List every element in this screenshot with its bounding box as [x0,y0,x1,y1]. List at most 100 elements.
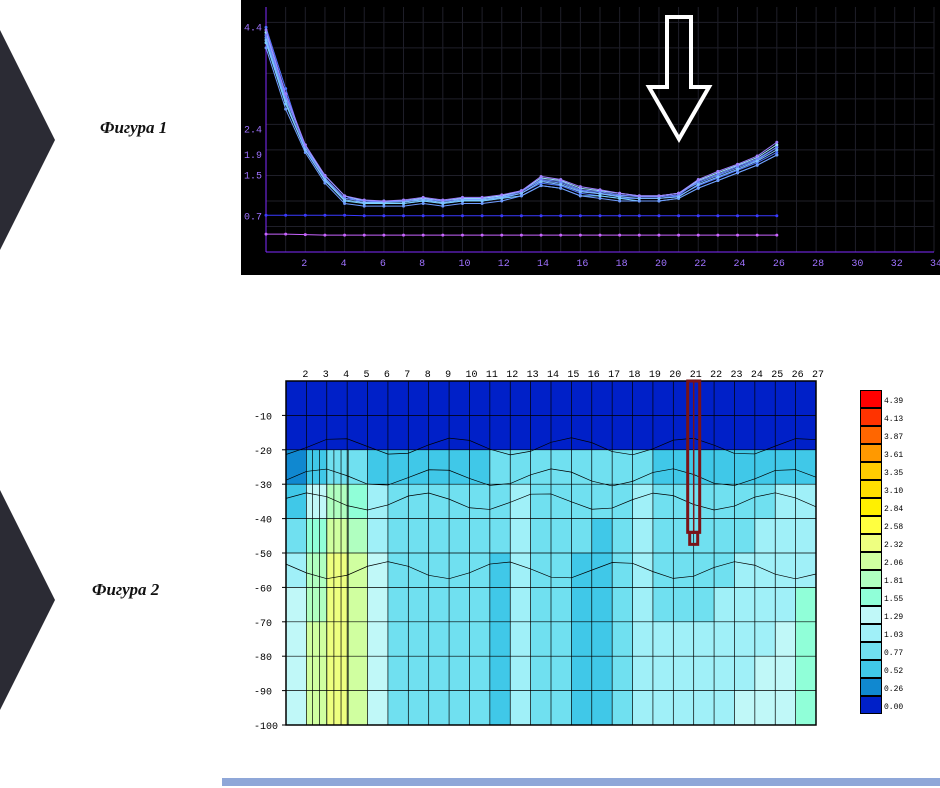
svg-text:4: 4 [343,370,349,381]
svg-text:30: 30 [851,259,863,270]
svg-text:-60: -60 [254,584,272,595]
svg-text:13: 13 [527,370,539,381]
colorbar-swatch [860,624,882,642]
colorbar-swatch [860,660,882,678]
svg-text:4: 4 [341,259,347,270]
figure-1-plot-area: 0.71.51.92.44.42468101214161820222426283… [242,1,940,274]
svg-text:-20: -20 [254,447,272,458]
svg-text:25: 25 [771,370,783,381]
colorbar-label: 2.84 [884,505,903,514]
svg-text:8: 8 [425,370,431,381]
svg-text:27: 27 [812,370,824,381]
svg-text:10: 10 [465,370,477,381]
colorbar-label: 4.13 [884,415,903,424]
colorbar-label: 3.87 [884,433,903,442]
svg-text:-30: -30 [254,481,272,492]
svg-text:7: 7 [404,370,410,381]
colorbar-swatch [860,678,882,696]
figure-2-label: Фигура 2 [92,580,159,600]
svg-text:-40: -40 [254,516,272,527]
svg-text:34: 34 [930,259,940,270]
svg-text:10: 10 [458,259,470,270]
svg-text:5: 5 [364,370,370,381]
svg-text:14: 14 [547,370,559,381]
colorbar-label: 1.29 [884,613,903,622]
svg-text:14: 14 [537,259,549,270]
colorbar-swatch [860,408,882,426]
colorbar-swatch [860,588,882,606]
svg-text:12: 12 [506,370,518,381]
colorbar-swatch [860,444,882,462]
colorbar-swatch [860,642,882,660]
figure-1-label: Фигура 1 [100,118,167,138]
colorbar-swatch [860,552,882,570]
colorbar-label: 3.61 [884,451,903,460]
svg-text:16: 16 [588,370,600,381]
svg-text:22: 22 [694,259,706,270]
colorbar-swatch [860,696,882,714]
svg-text:0.7: 0.7 [244,212,262,223]
svg-text:-90: -90 [254,688,272,699]
svg-text:18: 18 [616,259,628,270]
svg-text:19: 19 [649,370,661,381]
figure-2-heatmap: 2345678910111213141516171819202122232425… [244,363,824,733]
svg-text:6: 6 [384,370,390,381]
svg-text:-100: -100 [254,722,278,733]
svg-text:16: 16 [576,259,588,270]
svg-text:-10: -10 [254,412,272,423]
svg-text:24: 24 [751,370,763,381]
colorbar-swatch [860,390,882,408]
colorbar-swatch [860,570,882,588]
colorbar-label: 0.00 [884,703,903,712]
left-decorative-arrow-1 [0,30,100,250]
svg-text:8: 8 [419,259,425,270]
svg-text:20: 20 [655,259,667,270]
colorbar-label: 4.39 [884,397,903,406]
svg-text:20: 20 [669,370,681,381]
figure-1-chart: 0.71.51.92.44.42468101214161820222426283… [241,0,940,275]
svg-text:28: 28 [812,259,824,270]
left-decorative-arrow-2 [0,480,100,700]
colorbar: 4.394.133.873.613.353.102.842.582.322.06… [860,390,920,720]
colorbar-label: 0.77 [884,649,903,658]
colorbar-swatch [860,462,882,480]
svg-text:2: 2 [302,370,308,381]
colorbar-label: 2.06 [884,559,903,568]
colorbar-label: 1.81 [884,577,903,586]
svg-text:1.5: 1.5 [244,171,262,182]
svg-text:15: 15 [567,370,579,381]
svg-text:-80: -80 [254,653,272,664]
colorbar-swatch [860,606,882,624]
svg-text:26: 26 [773,259,785,270]
colorbar-swatch [860,516,882,534]
svg-text:32: 32 [891,259,903,270]
svg-text:-70: -70 [254,619,272,630]
figure-2-plot-area: 2345678910111213141516171819202122232425… [244,363,824,733]
svg-text:11: 11 [486,370,498,381]
colorbar-swatch [860,426,882,444]
colorbar-label: 1.03 [884,631,903,640]
colorbar-label: 0.26 [884,685,903,694]
svg-text:6: 6 [380,259,386,270]
svg-text:22: 22 [710,370,722,381]
colorbar-swatch [860,534,882,552]
colorbar-label: 0.52 [884,667,903,676]
colorbar-label: 2.58 [884,523,903,532]
svg-text:23: 23 [730,370,742,381]
svg-text:24: 24 [734,259,746,270]
svg-text:18: 18 [629,370,641,381]
svg-text:-50: -50 [254,550,272,561]
colorbar-label: 1.55 [884,595,903,604]
svg-text:4.4: 4.4 [244,23,262,34]
svg-text:17: 17 [608,370,620,381]
colorbar-label: 2.32 [884,541,903,550]
colorbar-label: 3.10 [884,487,903,496]
svg-text:1.9: 1.9 [244,151,262,162]
svg-text:2: 2 [301,259,307,270]
svg-text:2.4: 2.4 [244,126,262,137]
svg-text:3: 3 [323,370,329,381]
svg-text:26: 26 [792,370,804,381]
noise-strip [222,778,940,786]
colorbar-swatch [860,498,882,516]
colorbar-swatch [860,480,882,498]
